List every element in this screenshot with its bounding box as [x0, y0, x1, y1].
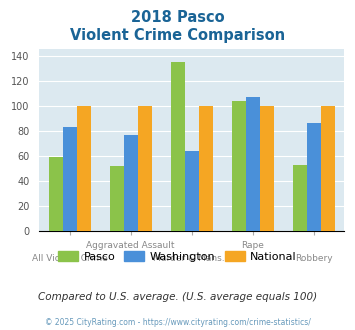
- Bar: [171, 62, 185, 231]
- Text: © 2025 CityRating.com - https://www.cityrating.com/crime-statistics/: © 2025 CityRating.com - https://www.city…: [45, 318, 310, 327]
- Bar: [62, 127, 77, 231]
- Text: Robbery: Robbery: [295, 254, 333, 263]
- Text: Violent Crime Comparison: Violent Crime Comparison: [70, 28, 285, 43]
- Text: 2018 Pasco: 2018 Pasco: [131, 10, 224, 25]
- Bar: [321, 106, 335, 231]
- Text: Murder & Mans...: Murder & Mans...: [153, 254, 230, 263]
- Text: All Violent Crime: All Violent Crime: [32, 254, 108, 263]
- Text: Aggravated Assault: Aggravated Assault: [86, 241, 175, 250]
- Bar: [49, 157, 62, 231]
- Bar: [77, 106, 91, 231]
- Bar: [307, 123, 321, 231]
- Bar: [124, 135, 138, 231]
- Bar: [185, 151, 199, 231]
- Bar: [232, 101, 246, 231]
- Bar: [138, 106, 152, 231]
- Bar: [246, 97, 260, 231]
- Bar: [199, 106, 213, 231]
- Legend: Pasco, Washington, National: Pasco, Washington, National: [54, 247, 301, 267]
- Bar: [110, 166, 124, 231]
- Bar: [260, 106, 274, 231]
- Text: Compared to U.S. average. (U.S. average equals 100): Compared to U.S. average. (U.S. average …: [38, 292, 317, 302]
- Text: Rape: Rape: [241, 241, 264, 250]
- Bar: [293, 165, 307, 231]
